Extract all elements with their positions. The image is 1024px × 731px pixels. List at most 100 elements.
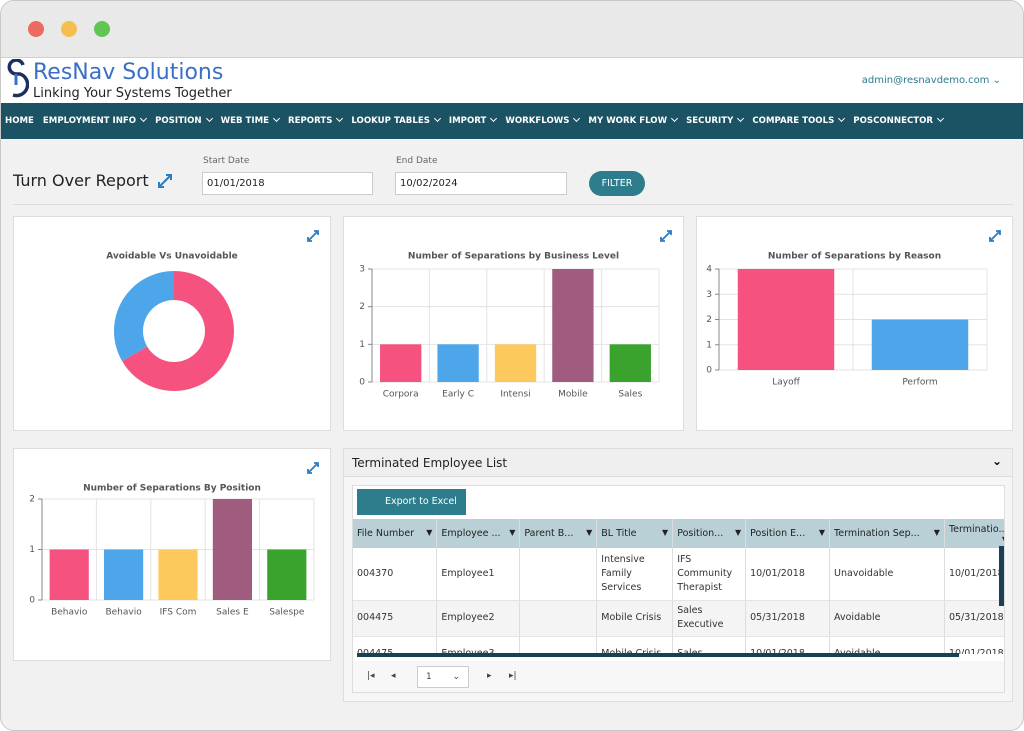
prev-page[interactable]: ◂ bbox=[391, 671, 396, 681]
page-select[interactable]: 1 ⌄ bbox=[417, 666, 469, 688]
bar bbox=[871, 319, 969, 370]
x-tick-label: Intensi bbox=[500, 390, 530, 400]
nav-item[interactable]: POSITION bbox=[155, 116, 212, 126]
user-email[interactable]: admin@resnavdemo.com bbox=[861, 75, 990, 86]
scrollbar[interactable] bbox=[357, 653, 959, 657]
chart-panel: Number of Separations by Reason 0 1 2 3 4 Layo… bbox=[696, 216, 1013, 431]
nav-item[interactable]: EMPLOYMENT INFO bbox=[43, 116, 146, 126]
y-tick-label: 4 bbox=[706, 265, 712, 275]
cell: Unavoidable bbox=[829, 548, 945, 601]
close[interactable] bbox=[28, 21, 44, 37]
nav-bar: HOME EMPLOYMENT INFO POSITION WEB TIME REPOR… bbox=[1, 103, 1023, 139]
nav-item[interactable]: IMPORT bbox=[449, 116, 496, 126]
table: File Number ▼ Employee ... ▼ Parent B... ▼ BL … bbox=[353, 519, 1004, 654]
x-tick-label: Sales bbox=[618, 390, 642, 400]
cell: 004475 bbox=[353, 600, 438, 637]
bar bbox=[737, 269, 835, 370]
user-menu[interactable]: admin@resnavdemo.com ⌄ bbox=[861, 75, 1001, 86]
table-row: 004475 Employee2 Mobile Crisis Sales Execut… bbox=[353, 600, 1004, 637]
next-page[interactable]: ▸ bbox=[487, 671, 492, 681]
filter-icon[interactable]: ▼ bbox=[818, 528, 826, 537]
column-title: Termination Sep... bbox=[834, 528, 920, 539]
filter-icon[interactable]: ▼ bbox=[933, 528, 940, 537]
chart: Number of Separations by Business Level 0… bbox=[359, 230, 672, 400]
expand-icon[interactable] bbox=[989, 230, 1001, 242]
cell: Sales bbox=[672, 636, 747, 654]
nav-item[interactable]: LOOKUP TABLES bbox=[351, 116, 440, 126]
first-page[interactable]: |◂ bbox=[367, 671, 375, 681]
bar bbox=[104, 549, 144, 600]
x-tick-label: Corpora bbox=[383, 390, 419, 400]
nav-item[interactable]: COMPARE TOOLS bbox=[752, 116, 844, 126]
chart-title: Number of Separations by Reason bbox=[768, 252, 941, 262]
cell bbox=[519, 636, 598, 654]
filter-icon[interactable]: ▼ bbox=[426, 528, 433, 537]
nav-item[interactable]: POSCONNECTOR bbox=[853, 116, 943, 126]
expand-icon[interactable] bbox=[157, 173, 173, 189]
nav-item[interactable]: WEB TIME bbox=[221, 116, 279, 126]
column-title: Position... bbox=[677, 528, 724, 539]
minimize[interactable] bbox=[61, 21, 77, 37]
end-input[interactable]: 10/02/2024 bbox=[395, 172, 567, 195]
table-row: 004370 Employee1 Intensive Family Services… bbox=[353, 548, 1004, 601]
start-input[interactable]: 01/01/2018 bbox=[202, 172, 373, 195]
column-title: File Number bbox=[357, 528, 415, 539]
bar bbox=[494, 344, 537, 382]
pager: |◂ ◂ 1 ⌄ ▸ ▸| bbox=[353, 661, 1004, 692]
start-label: Start Date bbox=[203, 156, 250, 166]
slice bbox=[114, 271, 174, 361]
grid: Export to Excel File Number ▼ Employee ...… bbox=[352, 485, 1005, 693]
x-tick-label: Mobile bbox=[558, 390, 588, 400]
column-header: Parent B... ▼ bbox=[519, 519, 598, 548]
column-header: Terminatio...▼ bbox=[944, 519, 1004, 548]
title-bar bbox=[1, 1, 1023, 58]
last-page[interactable]: ▸| bbox=[509, 671, 517, 681]
chart: Number of Separations by Reason 0 1 2 3 4 Layo… bbox=[706, 230, 1001, 388]
report-title: Turn Over Report bbox=[13, 171, 149, 190]
bar bbox=[552, 269, 594, 382]
y-tick-label: 2 bbox=[29, 495, 35, 505]
column-header: Termination Sep... ▼ bbox=[829, 519, 945, 548]
column-title: BL Title bbox=[601, 528, 637, 539]
collapse[interactable]: ⌄ bbox=[991, 454, 1002, 468]
cell bbox=[519, 548, 598, 601]
filter-icon[interactable]: ▼ bbox=[734, 528, 742, 537]
cell: 004370 bbox=[353, 548, 438, 601]
filter-button[interactable]: FILTER bbox=[589, 171, 645, 196]
header: ResNav Solutions Linking Your Systems To… bbox=[1, 58, 1023, 103]
page-number[interactable]: 1 bbox=[426, 672, 432, 682]
cell bbox=[519, 600, 598, 637]
filter-icon[interactable]: ▼ bbox=[509, 528, 516, 537]
v-scrollbar[interactable] bbox=[999, 546, 1004, 606]
zoom[interactable] bbox=[94, 21, 110, 37]
cell: 10/01/2018 bbox=[944, 636, 1004, 654]
table-title: Terminated Employee List bbox=[352, 456, 508, 470]
slice bbox=[122, 271, 235, 391]
nav-item[interactable]: WORKFLOWS bbox=[505, 116, 579, 126]
cell: Sales Executive bbox=[672, 600, 747, 637]
y-tick-label: 2 bbox=[359, 302, 365, 312]
header-row: File Number ▼ Employee ... ▼ Parent B... ▼ BL … bbox=[353, 519, 1004, 548]
expand-icon[interactable] bbox=[307, 230, 319, 242]
nav-item[interactable]: SECURITY bbox=[686, 116, 743, 126]
x-tick-label: Perform bbox=[902, 378, 937, 388]
cell: Avoidable bbox=[829, 600, 945, 637]
export-button[interactable]: Export to Excel bbox=[357, 489, 466, 515]
nav-item[interactable]: HOME bbox=[5, 116, 34, 126]
filter-icon[interactable]: ▼ bbox=[662, 528, 669, 537]
y-tick-label: 3 bbox=[706, 290, 712, 300]
filter-icon[interactable]: ▼ bbox=[1002, 535, 1004, 544]
column-header: Employee ... ▼ bbox=[436, 519, 521, 548]
filter-icon[interactable]: ▼ bbox=[586, 528, 593, 537]
expand-icon[interactable] bbox=[307, 462, 319, 474]
cell: Mobile Crisis bbox=[596, 636, 674, 654]
y-tick-label: 1 bbox=[359, 340, 365, 350]
cell: 004475 bbox=[353, 636, 438, 654]
column-title: Position E... bbox=[750, 528, 806, 539]
cell: Employee1 bbox=[436, 548, 521, 601]
chart-title: Number of Separations by Business Level bbox=[408, 252, 619, 262]
nav-item[interactable]: MY WORK FLOW bbox=[588, 116, 677, 126]
y-tick-label: 0 bbox=[29, 596, 35, 606]
nav-item[interactable]: REPORTS bbox=[288, 116, 342, 126]
expand-icon[interactable] bbox=[660, 230, 672, 242]
